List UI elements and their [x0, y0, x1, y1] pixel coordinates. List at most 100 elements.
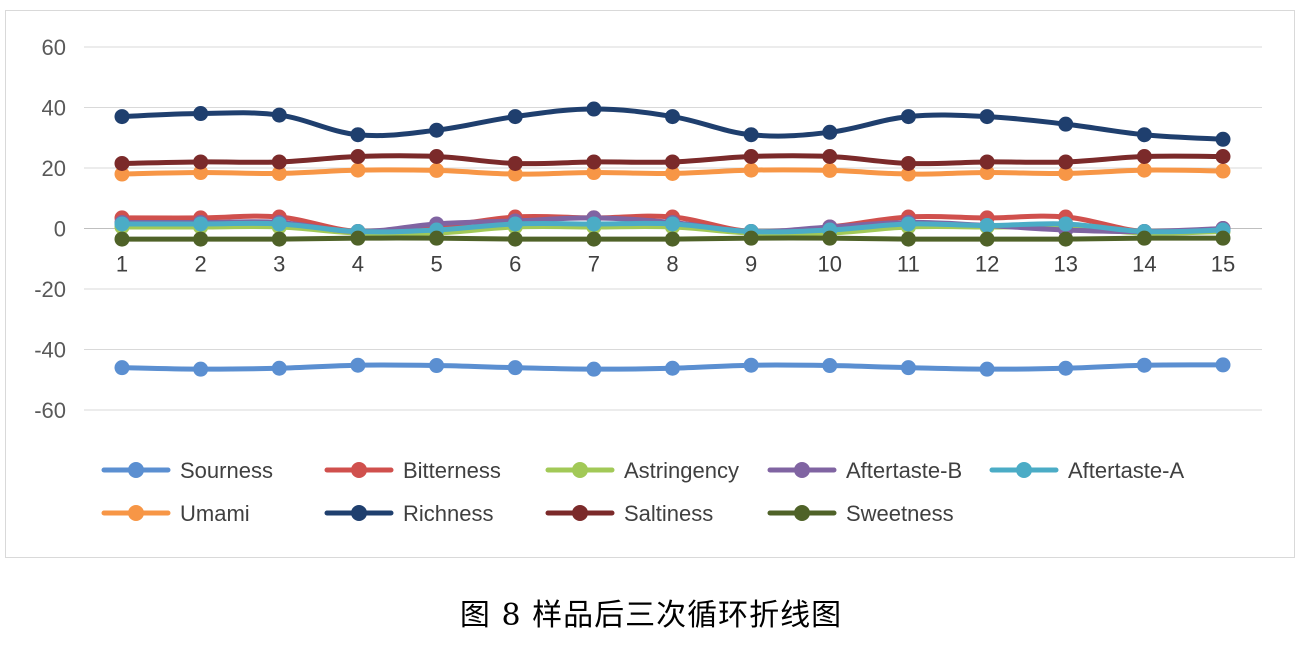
x-tick-label: 3 [273, 252, 285, 277]
data-point [507, 231, 523, 247]
data-point [665, 360, 680, 376]
legend-item: Bitterness [324, 458, 501, 483]
data-point [193, 231, 209, 247]
legend-swatch-marker [128, 505, 144, 521]
legend-item: Aftertaste-A [989, 458, 1184, 483]
x-tick-label: 9 [745, 252, 757, 277]
data-point [350, 230, 366, 246]
data-point [350, 357, 366, 373]
legend-item: Richness [324, 501, 493, 526]
data-point [271, 216, 287, 232]
data-point [979, 217, 995, 233]
chart-frame [5, 10, 1295, 558]
data-point [822, 230, 838, 246]
data-point [743, 149, 759, 165]
y-tick-label: -20 [34, 277, 66, 302]
data-point [1058, 165, 1074, 181]
data-point [822, 124, 838, 140]
legend-swatch-marker [351, 505, 367, 521]
legend-item: Astringency [545, 458, 739, 483]
data-point [1058, 216, 1074, 232]
data-point [429, 122, 445, 138]
data-point [350, 149, 366, 165]
data-point [665, 109, 680, 125]
data-point [1058, 231, 1074, 247]
legend-swatch-marker [794, 505, 810, 521]
legend-swatch-marker [128, 462, 144, 478]
x-tick-label: 2 [195, 252, 207, 277]
legend-item: Sourness [101, 458, 273, 483]
data-point [1215, 131, 1231, 147]
data-point [271, 154, 287, 170]
data-point [979, 361, 995, 377]
data-point [193, 106, 209, 122]
data-point [429, 358, 445, 374]
data-point [1136, 230, 1152, 246]
data-point [1136, 149, 1152, 165]
legend-label: Astringency [624, 458, 739, 483]
data-point [586, 361, 602, 377]
x-tick-label: 10 [818, 252, 842, 277]
gridlines [84, 46, 1262, 411]
y-tick-label: 20 [42, 156, 66, 181]
data-point [743, 127, 759, 143]
data-point [900, 155, 916, 171]
legend-swatch-marker [794, 462, 810, 478]
data-point [114, 360, 130, 376]
data-point [822, 149, 838, 165]
legend-label: Sourness [180, 458, 273, 483]
legend-swatch-marker [572, 505, 588, 521]
data-point [1215, 149, 1231, 165]
series-aftertaste-a [114, 216, 1231, 240]
data-point [193, 361, 209, 377]
data-point [665, 216, 680, 232]
data-point [1215, 230, 1231, 246]
data-point [193, 165, 209, 181]
x-tick-label: 11 [897, 252, 920, 277]
data-point [507, 109, 523, 125]
series-sweetness [114, 230, 1231, 247]
data-point [271, 231, 287, 247]
x-tick-label: 8 [666, 252, 678, 277]
data-point [1136, 162, 1152, 178]
data-point [271, 107, 287, 123]
data-point [586, 154, 602, 170]
data-point [900, 109, 916, 125]
data-point [1215, 357, 1231, 373]
data-point [429, 230, 445, 246]
data-point [271, 360, 287, 376]
data-point [586, 231, 602, 247]
data-point [350, 127, 366, 143]
x-tick-label: 13 [1053, 252, 1077, 277]
data-point [193, 216, 209, 232]
x-tick-label: 14 [1132, 252, 1156, 277]
data-point [193, 154, 209, 170]
data-point [900, 231, 916, 247]
y-tick-label: -60 [34, 398, 66, 423]
data-point [1136, 357, 1152, 373]
data-point [1215, 163, 1231, 179]
x-tick-label: 5 [430, 252, 442, 277]
y-tick-label: -40 [34, 338, 66, 363]
x-tick-label: 12 [975, 252, 999, 277]
data-point [900, 166, 916, 182]
data-point [114, 216, 130, 232]
legend-label: Bitterness [403, 458, 501, 483]
data-point [1136, 127, 1152, 143]
data-point [114, 109, 130, 125]
legend-item: Saltiness [545, 501, 713, 526]
legend-label: Saltiness [624, 501, 713, 526]
series-sourness [114, 357, 1231, 377]
data-point [1058, 360, 1074, 376]
data-point [665, 165, 680, 181]
data-point [979, 154, 995, 170]
data-point [586, 101, 602, 117]
x-tick-label: 1 [116, 252, 128, 277]
data-point [665, 154, 680, 170]
data-point [979, 231, 995, 247]
legend: Sourness Bitterness Astringency Aftertaste-… [101, 458, 1184, 526]
legend-swatch-marker [1016, 462, 1032, 478]
data-point [507, 216, 523, 232]
legend-swatch-marker [351, 462, 367, 478]
